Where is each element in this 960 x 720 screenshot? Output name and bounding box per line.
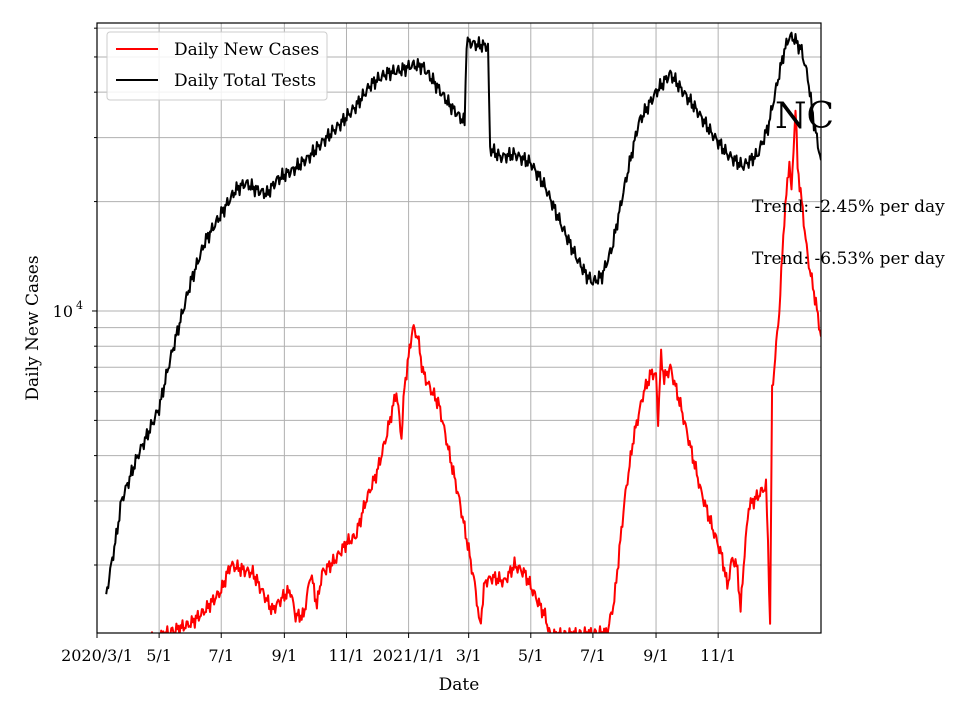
- series-line-daily-total-tests: [105, 31, 821, 595]
- x-tick-label: 7/1: [580, 646, 606, 665]
- grid: [96, 23, 821, 633]
- legend-label-tests: Daily Total Tests: [174, 71, 316, 91]
- legend-box: [106, 31, 328, 101]
- x-tick-label: 9/1: [271, 646, 297, 665]
- plot-area: [105, 31, 821, 633]
- series-lines: [105, 31, 821, 633]
- legend-label-cases: Daily New Cases: [174, 40, 319, 60]
- x-tick-label: 2020/3/1: [61, 646, 133, 665]
- trend-tests-label: Trend: -2.45% per day: [752, 197, 945, 217]
- x-tick-label: 5/1: [146, 646, 172, 665]
- trend-cases-label: Trend: -6.53% per day: [752, 249, 945, 269]
- x-axis-title: Date: [439, 675, 480, 695]
- x-tick-label: 5/1: [518, 646, 544, 665]
- state-label: NC: [775, 96, 834, 137]
- x-tick-label: 2021/1/1: [373, 646, 445, 665]
- legend: Daily New Cases Daily Total Tests: [106, 31, 328, 101]
- x-tick-label: 11/1: [700, 646, 736, 665]
- series-line-daily-new-cases: [150, 109, 821, 633]
- x-tick-label: 11/1: [329, 646, 365, 665]
- y-axis-title: Daily New Cases: [23, 255, 43, 400]
- y-tick-label-exponent: 4: [76, 299, 83, 312]
- x-axis-ticks: 2020/3/1 5/1 7/1 9/1 11/1 2021/1/1 3/1 5/1 7/1 9/…: [61, 633, 736, 665]
- y-axis-ticks: 10 4: [53, 27, 97, 566]
- y-tick-label: 10: [53, 302, 73, 321]
- x-tick-label: 7/1: [208, 646, 234, 665]
- x-tick-label: 3/1: [456, 646, 482, 665]
- x-tick-label: 9/1: [643, 646, 669, 665]
